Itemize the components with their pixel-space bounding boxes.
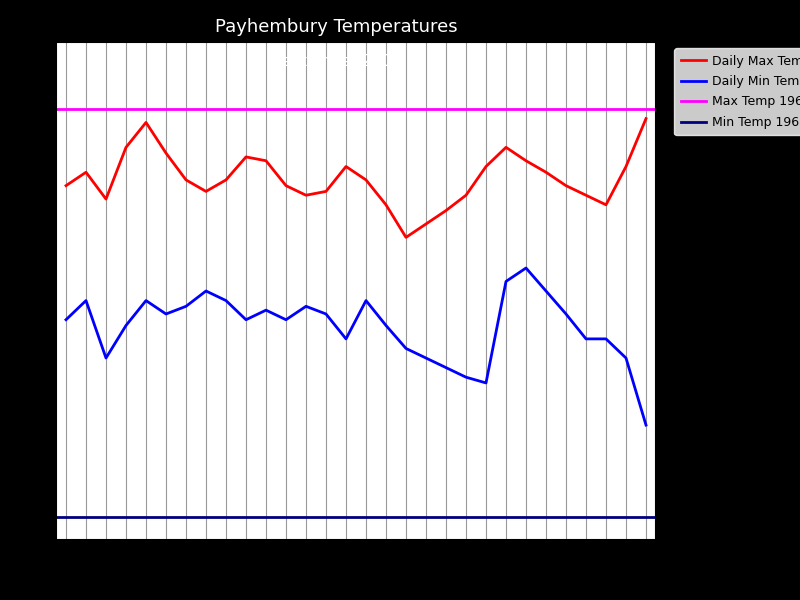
Daily Max Temp (621, 163, 630, 170)
Daily Max Temp (181, 176, 191, 184)
Daily Min Temp (602, 335, 611, 343)
Daily Max Temp (261, 157, 270, 164)
Daily Max Temp (82, 169, 91, 176)
Daily Max Temp (202, 188, 211, 195)
Daily Max Temp (61, 182, 71, 189)
Daily Max Temp (122, 144, 131, 151)
Daily Max Temp (282, 182, 291, 189)
Min Temp 1960-90 (61, 514, 71, 521)
Daily Min Temp (522, 265, 531, 272)
Daily Max Temp (362, 176, 371, 184)
Daily Min Temp (461, 374, 470, 381)
Daily Max Temp (322, 188, 331, 195)
Daily Max Temp (141, 119, 150, 126)
Daily Min Temp (202, 287, 211, 295)
Daily Min Temp (402, 345, 411, 352)
Daily Min Temp (381, 322, 390, 329)
Daily Max Temp (301, 191, 310, 199)
Daily Max Temp (522, 157, 531, 164)
Daily Min Temp (82, 297, 91, 304)
Min Temp 1960-90 (42, 514, 51, 521)
Daily Min Temp (442, 364, 451, 371)
Daily Max Temp (221, 176, 231, 184)
Daily Min Temp (421, 355, 430, 362)
Text: September 2007: September 2007 (272, 54, 400, 69)
Daily Max Temp (341, 163, 350, 170)
Daily Min Temp (362, 297, 371, 304)
Legend: Daily Max Temp, Daily Min Temp, Max Temp 1960-90, Min Temp 1960-90: Daily Max Temp, Daily Min Temp, Max Temp… (674, 48, 800, 135)
Daily Min Temp (501, 278, 511, 285)
Daily Max Temp (162, 149, 171, 157)
Daily Max Temp (242, 154, 251, 161)
Daily Min Temp (61, 316, 71, 323)
Daily Min Temp (642, 421, 651, 428)
Daily Min Temp (181, 303, 191, 310)
Daily Max Temp (642, 115, 651, 122)
Line: Daily Max Temp: Daily Max Temp (66, 119, 646, 238)
Daily Max Temp (381, 201, 390, 208)
Daily Max Temp (501, 144, 511, 151)
Daily Min Temp (221, 297, 231, 304)
Daily Max Temp (581, 191, 590, 199)
Daily Min Temp (341, 335, 350, 343)
Daily Min Temp (621, 355, 630, 362)
Daily Max Temp (562, 182, 571, 189)
Daily Max Temp (402, 234, 411, 241)
Daily Min Temp (162, 310, 171, 317)
Daily Max Temp (101, 196, 110, 203)
Max Temp 1960-90 (61, 106, 71, 113)
Daily Max Temp (421, 220, 430, 227)
Daily Min Temp (261, 307, 270, 314)
Daily Max Temp (442, 207, 451, 214)
Daily Max Temp (482, 163, 491, 170)
Daily Min Temp (282, 316, 291, 323)
Text: Payhembury Temperatures: Payhembury Temperatures (214, 18, 458, 36)
Daily Min Temp (482, 379, 491, 386)
Daily Min Temp (541, 287, 550, 295)
Daily Min Temp (141, 297, 150, 304)
Daily Min Temp (581, 335, 590, 343)
Daily Max Temp (602, 201, 611, 208)
Daily Min Temp (122, 322, 131, 329)
Max Temp 1960-90 (42, 106, 51, 113)
Daily Min Temp (242, 316, 251, 323)
Daily Min Temp (101, 355, 110, 362)
Daily Min Temp (322, 310, 331, 317)
Line: Daily Min Temp: Daily Min Temp (66, 268, 646, 425)
Daily Min Temp (301, 303, 310, 310)
Daily Max Temp (461, 191, 470, 199)
Daily Max Temp (541, 169, 550, 176)
Daily Min Temp (562, 310, 571, 317)
